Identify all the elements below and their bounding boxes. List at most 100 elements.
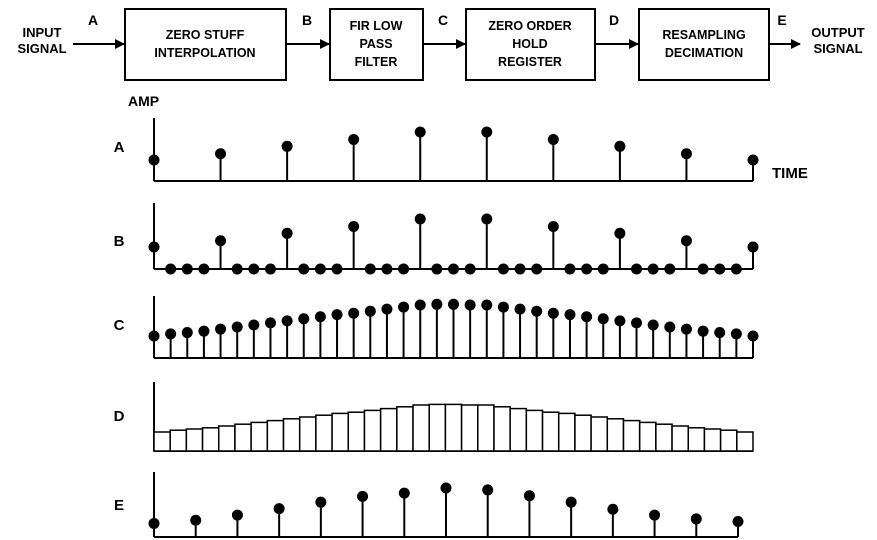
plot-d-hold-step xyxy=(736,431,754,452)
plot-b-zero-sample xyxy=(381,263,393,275)
plot-e-sample-point xyxy=(649,509,661,521)
plot-b-zero-sample xyxy=(730,263,742,275)
plot-b-zero-sample xyxy=(314,263,326,275)
waveform-plots xyxy=(148,118,759,538)
plot-a-sample-point xyxy=(614,140,626,152)
plot-d-hold-step xyxy=(428,403,447,452)
plot-e-sample-point xyxy=(273,503,285,515)
node-label-b: B xyxy=(302,12,312,28)
plot-d-hold-step xyxy=(590,416,609,452)
plot-c-sample-point xyxy=(664,321,676,333)
block-2-line-3: FILTER xyxy=(355,55,398,69)
block-1-line-2: INTERPOLATION xyxy=(154,46,255,60)
plot-e-sample-point xyxy=(148,517,160,529)
plot-b-zero-sample xyxy=(564,263,576,275)
plot-c-sample-point xyxy=(714,327,726,339)
plot-a-sample-point xyxy=(148,154,160,166)
plot-c-sample-point xyxy=(747,330,759,342)
plot-b-zero-sample xyxy=(198,263,210,275)
input-label-line-1: INPUT xyxy=(23,25,62,40)
zero-stuff-interpolation-block: ZERO STUFF INTERPOLATION xyxy=(124,8,287,81)
plot-c-sample-point xyxy=(481,299,493,311)
plot-d-hold-step xyxy=(153,431,171,452)
plot-c-sample-point xyxy=(215,323,227,335)
plot-c-sample-point xyxy=(597,313,609,325)
plot-b-zero-sample xyxy=(631,263,643,275)
plot-c-sample-point xyxy=(631,317,643,329)
plot-b-zero-sample xyxy=(647,263,659,275)
plot-e-sample-point xyxy=(690,513,702,525)
plot-c-sample-point xyxy=(314,311,326,323)
plot-b-zero-sample xyxy=(181,263,193,275)
plot-c-sample-point xyxy=(697,325,709,337)
plot-d-hold-step xyxy=(493,406,511,452)
plot-d-hold-step xyxy=(201,427,220,452)
plot-c-sample-point xyxy=(364,305,376,317)
plot-d-hold-step xyxy=(331,412,350,452)
plot-b-zero-sample xyxy=(581,263,593,275)
plot-d-hold-step xyxy=(719,429,738,452)
plot-e-sample-point xyxy=(523,490,535,502)
plot-c-sample-point xyxy=(680,323,692,335)
plot-b-zero-sample xyxy=(597,263,609,275)
block-4-line-1: RESAMPLING xyxy=(662,28,745,42)
block-1-line-1: ZERO STUFF xyxy=(166,28,245,42)
plot-b-sample-point xyxy=(215,235,227,247)
plot-b-zero-sample xyxy=(364,263,376,275)
fir-low-pass-filter-block: FIR LOW PASS FILTER xyxy=(329,8,424,81)
plot-e-sample-point xyxy=(607,503,619,515)
plot-c-sample-point xyxy=(464,299,476,311)
plot-c-sample-point xyxy=(381,303,393,315)
plot-label-a: A xyxy=(114,139,125,156)
plot-c-sample-point xyxy=(531,305,543,317)
plot-d-hold-step xyxy=(266,419,285,452)
plot-e-sample-point xyxy=(190,514,202,526)
plot-d-hold-step xyxy=(638,421,657,452)
plot-a-sample-point xyxy=(215,148,227,160)
node-label-d: D xyxy=(609,12,619,28)
plot-b-zero-sample xyxy=(497,263,509,275)
plot-c-sample-point xyxy=(581,311,593,323)
plot-e-sample-point xyxy=(398,487,410,499)
plot-b-zero-sample xyxy=(165,263,177,275)
plot-c-sample-point xyxy=(564,309,576,321)
plot-label-b: B xyxy=(114,233,125,250)
plot-d-hold-step xyxy=(444,403,463,452)
plot-a-sample-point xyxy=(547,133,559,145)
plot-c-sample-point xyxy=(248,319,260,331)
plot-b-sample-point xyxy=(614,227,626,239)
block-2-line-1: FIR LOW xyxy=(350,19,403,33)
output-label-line-1: OUTPUT xyxy=(811,25,865,40)
plot-d-hold-step xyxy=(460,404,479,452)
plot-e-sample-point xyxy=(231,509,243,521)
plot-d-hold-step xyxy=(347,411,366,452)
plot-d-hold-step xyxy=(703,428,722,452)
plot-c-sample-point xyxy=(281,315,293,327)
block-4-line-2: DECIMATION xyxy=(665,46,743,60)
plot-d-hold-step xyxy=(557,412,576,452)
plot-c-sample-point xyxy=(331,309,343,321)
plot-d-hold-step xyxy=(655,423,673,452)
plot-b-zero-sample xyxy=(264,263,276,275)
plot-c-sample-point xyxy=(148,330,160,342)
plot-c-sample-point xyxy=(181,327,193,339)
block-3-line-2: HOLD xyxy=(512,37,547,51)
plot-b-sample-point xyxy=(481,213,493,225)
plot-d-hold-step xyxy=(379,407,398,452)
plot-b-zero-sample xyxy=(697,263,709,275)
output-signal-label: OUTPUT SIGNAL xyxy=(811,25,865,56)
plot-c-sample-point xyxy=(198,325,210,337)
plot-a-sample-point xyxy=(414,126,426,138)
plot-c-sample-point xyxy=(231,321,243,333)
plot-c-sample-point xyxy=(514,303,526,315)
plot-b-zero-sample xyxy=(298,263,310,275)
plot-d-hold-step xyxy=(396,406,414,452)
plot-b-zero-sample xyxy=(231,263,243,275)
plot-a-sample-point xyxy=(481,126,493,138)
plot-a-sample-point xyxy=(747,154,759,166)
zero-order-hold-register-block: ZERO ORDER HOLD REGISTER xyxy=(465,8,596,81)
plot-b-sample-point xyxy=(547,220,559,232)
plot-d-hold-step xyxy=(315,414,333,452)
plot-b-sample-point xyxy=(680,235,692,247)
